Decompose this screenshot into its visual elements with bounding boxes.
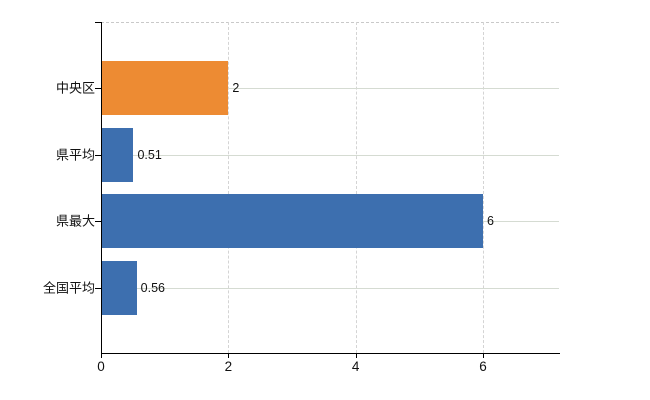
bar bbox=[102, 127, 134, 182]
x-axis-tick bbox=[483, 353, 484, 358]
x-tick-label: 0 bbox=[97, 359, 105, 374]
gridline-horizontal bbox=[101, 88, 559, 89]
category-label: 県平均 bbox=[55, 147, 95, 162]
y-axis-tick bbox=[95, 88, 101, 89]
y-axis-tick bbox=[95, 287, 101, 289]
category-label: 県最大 bbox=[55, 213, 95, 229]
y-axis-tick bbox=[95, 221, 101, 222]
y-axis-tick bbox=[95, 154, 101, 156]
y-axis-tick bbox=[95, 22, 101, 23]
value-label: 0.51 bbox=[137, 147, 162, 162]
value-label: 0.56 bbox=[140, 280, 165, 295]
category-label: 中央区 bbox=[55, 80, 95, 96]
x-tick-label: 4 bbox=[351, 359, 360, 374]
gridline-horizontal bbox=[101, 154, 559, 156]
x-tick-label: 6 bbox=[479, 359, 487, 374]
gridline-horizontal bbox=[101, 287, 559, 289]
category-label: 全国平均 bbox=[42, 280, 95, 295]
x-axis-tick bbox=[355, 353, 357, 358]
gridline-vertical bbox=[483, 22, 484, 353]
x-axis-tick bbox=[101, 353, 102, 358]
y-axis-line bbox=[101, 22, 103, 353]
x-tick-label: 2 bbox=[224, 359, 233, 374]
gridline-vertical bbox=[355, 22, 357, 353]
x-axis-line bbox=[101, 353, 560, 355]
value-label: 2 bbox=[232, 80, 240, 95]
value-label: 6 bbox=[487, 213, 494, 228]
plot-top-border bbox=[101, 22, 559, 23]
bar bbox=[102, 194, 483, 248]
gridline-vertical bbox=[228, 22, 230, 353]
x-axis-tick bbox=[228, 353, 230, 358]
bar bbox=[102, 61, 229, 115]
bar bbox=[102, 260, 137, 315]
